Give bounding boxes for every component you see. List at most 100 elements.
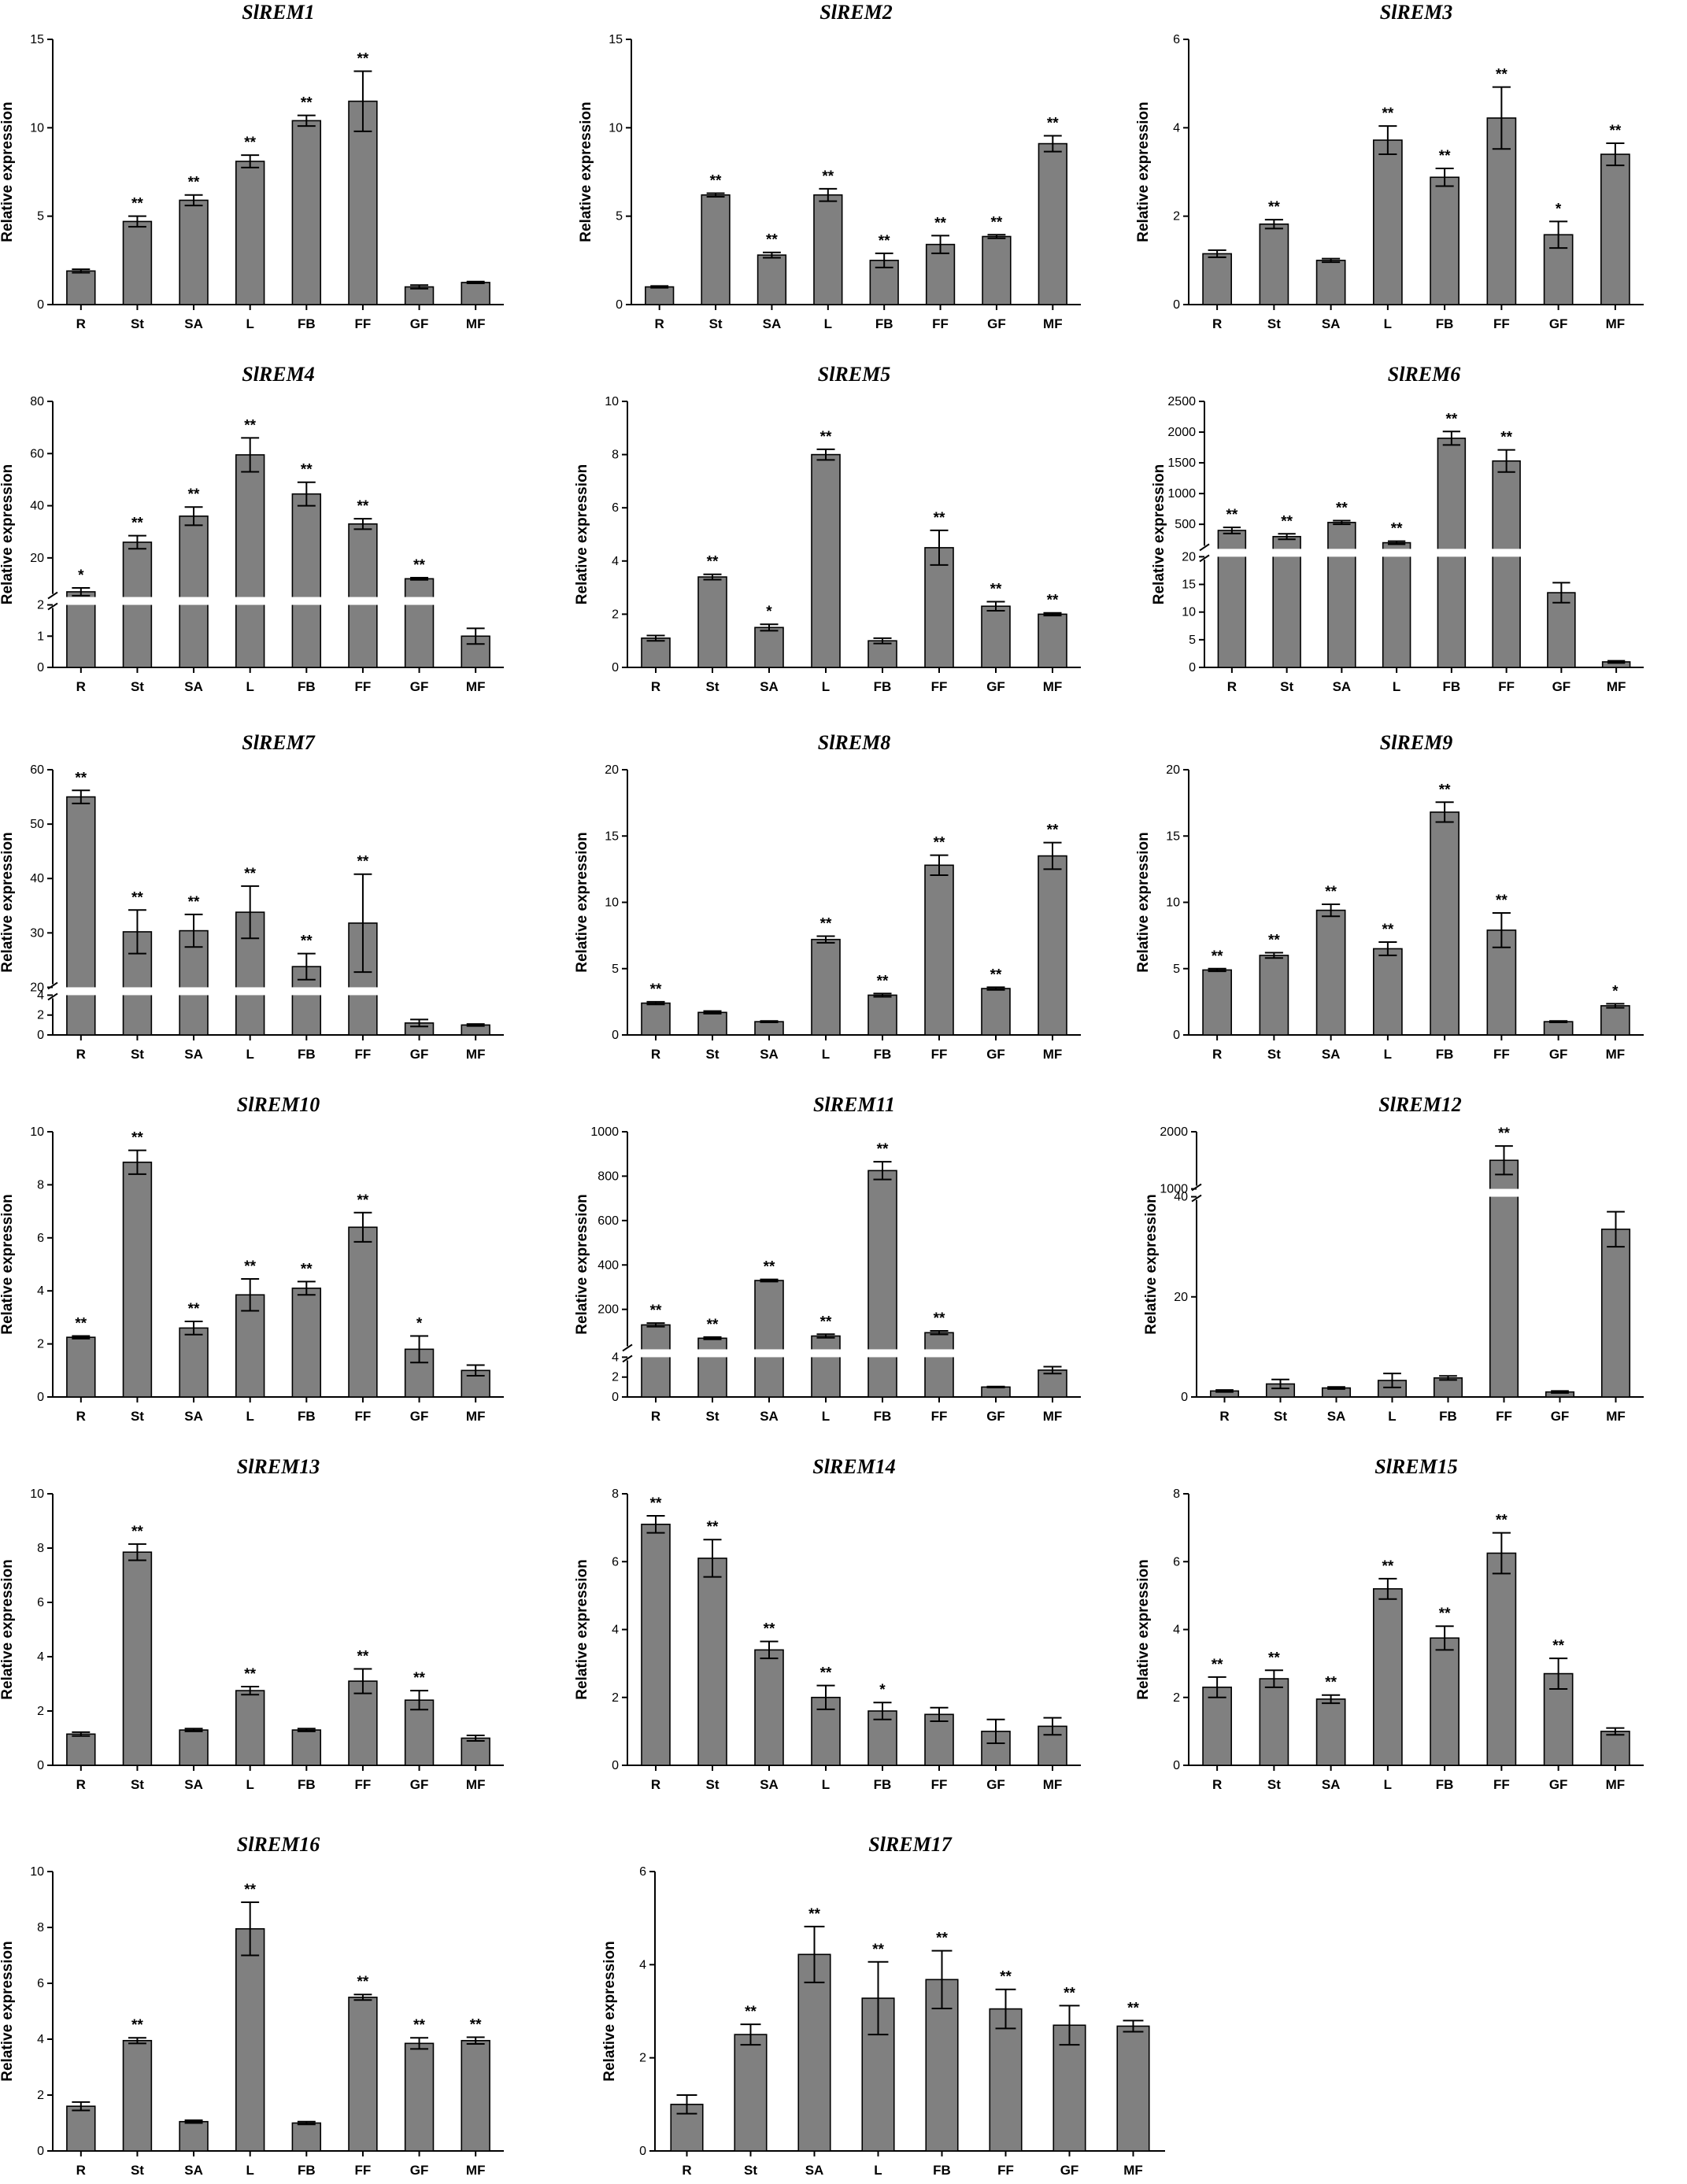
chart-2: SlREM2 Relative expression 0 5 10 15 R St ** SA **… (578, 1, 1081, 331)
significance-label: ** (413, 2017, 425, 2034)
chart-6: SlREM6 Relative expression 0 5 10 15 20 500 1000… (1151, 363, 1644, 694)
chart-7: SlREM7 Relative expression 0 2 420 30 40 50 60 R *… (0, 731, 504, 1062)
x-tick-label: FF (355, 316, 372, 331)
y-tick-label: 1000 (1167, 487, 1196, 501)
x-tick-label: MF (1606, 1409, 1626, 1424)
significance-label: ** (1325, 884, 1337, 900)
x-tick-label: FB (1443, 679, 1461, 694)
bar (868, 640, 897, 668)
bar (461, 282, 490, 305)
x-tick-label: SA (760, 1047, 779, 1062)
x-tick-label: SA (184, 2163, 203, 2178)
axis-break-mark (47, 992, 58, 1001)
x-tick-label: FF (355, 1409, 372, 1424)
significance-label: ** (1496, 1513, 1508, 1529)
x-tick-label: GF (410, 1409, 429, 1424)
significance-label: ** (1498, 1125, 1510, 1142)
x-tick-label: R (1212, 1777, 1222, 1792)
bar (179, 199, 209, 305)
y-tick-label: 0 (1173, 298, 1180, 312)
y-tick-label: 15 (30, 33, 44, 46)
y-tick-label: 6 (37, 1977, 44, 1990)
x-tick-label: L (1388, 1409, 1396, 1424)
significance-label: ** (934, 215, 946, 231)
y-tick-label: 30 (30, 926, 44, 940)
significance-label: * (1612, 983, 1619, 1000)
x-tick-label: FB (874, 1047, 892, 1062)
y-tick-label: 10 (30, 1487, 44, 1501)
break-gap (65, 597, 97, 605)
significance-label: ** (188, 486, 200, 503)
significance-label: ** (710, 172, 722, 189)
significance-label: ** (1500, 430, 1512, 446)
x-tick-label: St (131, 1777, 144, 1792)
y-tick-label: 8 (1173, 1487, 1180, 1501)
y-tick-label: 10 (605, 896, 619, 910)
bar (1038, 855, 1067, 1036)
chart-title: SlREM2 (819, 1, 893, 24)
x-tick-label: MF (466, 1409, 486, 1424)
break-gap (1488, 1188, 1520, 1197)
y-tick-label: 2000 (1167, 426, 1196, 439)
x-tick-label: L (246, 316, 253, 331)
x-tick-label: R (76, 2163, 86, 2178)
significance-label: ** (820, 915, 832, 932)
significance-label: ** (1445, 411, 1457, 427)
bar (66, 796, 96, 1036)
significance-label: ** (1382, 922, 1393, 938)
y-tick-label: 0 (616, 298, 623, 312)
break-gap (1381, 549, 1412, 557)
y-tick-label: 4 (612, 1624, 619, 1637)
bar (179, 1729, 209, 1766)
y-tick-label: 1000 (590, 1125, 619, 1139)
bar (701, 194, 731, 305)
bar (235, 161, 265, 305)
x-tick-label: L (822, 679, 830, 694)
significance-label: ** (650, 981, 662, 998)
x-tick-label: GF (410, 2163, 429, 2178)
y-tick-label: 10 (605, 395, 619, 408)
y-tick-label: 5 (1189, 634, 1196, 647)
significance-label: * (78, 567, 84, 584)
significance-label: ** (1212, 948, 1223, 965)
x-tick-label: MF (1606, 1047, 1626, 1062)
chart-title: SlREM17 (868, 1833, 952, 1856)
significance-label: ** (872, 1942, 884, 1958)
x-tick-label: SA (760, 679, 779, 694)
significance-label: ** (877, 973, 889, 989)
y-tick-label: 10 (30, 121, 44, 135)
chart-15: SlREM15 Relative expression 0 2 4 6 8 R ** St ** SA… (1135, 1455, 1644, 1792)
significance-label: ** (188, 894, 200, 911)
x-tick-label: St (709, 316, 723, 331)
y-tick-label: 2 (37, 1338, 44, 1351)
significance-label: ** (990, 582, 1002, 598)
x-tick-label: FF (997, 2163, 1014, 2178)
bar (1202, 969, 1232, 1036)
break-gap (347, 597, 379, 605)
significance-label: ** (301, 1261, 313, 1277)
x-tick-label: R (651, 1047, 660, 1062)
chart-title: SlREM5 (818, 363, 891, 386)
x-tick-label: L (1384, 316, 1392, 331)
x-tick-label: St (131, 316, 144, 331)
x-tick-label: GF (986, 1777, 1005, 1792)
bar (924, 864, 954, 1036)
x-tick-label: SA (763, 316, 782, 331)
y-tick-label: 2 (1173, 210, 1180, 224)
break-gap (178, 597, 209, 605)
x-tick-label: St (706, 1409, 720, 1424)
bar (1600, 1731, 1630, 1766)
bar (122, 220, 153, 305)
bar (697, 1011, 727, 1036)
significance-label: ** (820, 1314, 832, 1330)
significance-label: ** (1382, 105, 1393, 122)
x-tick-label: SA (184, 1409, 203, 1424)
y-tick-label: 6 (612, 1555, 619, 1569)
break-gap (867, 1349, 898, 1358)
x-tick-label: L (1393, 679, 1400, 694)
y-tick-label: 4 (612, 555, 619, 568)
x-tick-label: R (1227, 679, 1237, 694)
y-tick-label: 20 (1174, 1291, 1188, 1304)
x-tick-label: MF (1043, 1777, 1063, 1792)
